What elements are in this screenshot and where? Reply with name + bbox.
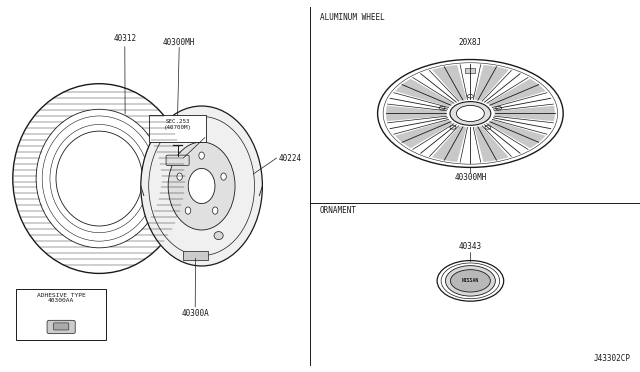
Polygon shape (474, 126, 509, 162)
Text: 40312: 40312 (113, 34, 136, 43)
Text: 40300A: 40300A (181, 309, 209, 318)
FancyBboxPatch shape (183, 251, 208, 260)
Ellipse shape (439, 106, 445, 110)
Ellipse shape (221, 173, 227, 180)
Ellipse shape (450, 102, 491, 125)
Text: J43302CP: J43302CP (593, 354, 630, 363)
Polygon shape (474, 65, 509, 101)
Polygon shape (386, 106, 447, 121)
Ellipse shape (141, 106, 262, 266)
Text: 40300AA: 40300AA (48, 298, 74, 303)
Polygon shape (488, 79, 546, 107)
Text: 20X8J: 20X8J (459, 38, 482, 46)
Ellipse shape (495, 106, 502, 110)
FancyBboxPatch shape (166, 155, 189, 166)
Text: 40343: 40343 (459, 242, 482, 251)
Ellipse shape (445, 266, 495, 296)
Ellipse shape (437, 260, 504, 301)
Text: ORNAMENT: ORNAMENT (320, 206, 357, 215)
Text: 40300MH: 40300MH (454, 173, 486, 182)
Ellipse shape (485, 126, 491, 129)
Ellipse shape (212, 207, 218, 214)
Ellipse shape (456, 105, 484, 122)
Ellipse shape (378, 60, 563, 167)
Ellipse shape (450, 126, 456, 129)
Polygon shape (395, 79, 453, 107)
Ellipse shape (56, 131, 143, 226)
FancyBboxPatch shape (16, 289, 106, 340)
Text: ADHESIVE TYPE: ADHESIVE TYPE (36, 293, 86, 298)
Text: (40700M): (40700M) (164, 125, 191, 129)
FancyBboxPatch shape (54, 323, 69, 330)
Text: 40224: 40224 (278, 154, 301, 163)
Polygon shape (432, 126, 467, 162)
Text: SEC.253: SEC.253 (165, 119, 190, 124)
Ellipse shape (168, 142, 235, 230)
Polygon shape (395, 120, 453, 148)
Text: 40300MH: 40300MH (163, 38, 195, 46)
FancyBboxPatch shape (465, 68, 476, 73)
Ellipse shape (214, 232, 223, 240)
Ellipse shape (188, 169, 215, 203)
Ellipse shape (36, 109, 163, 248)
FancyBboxPatch shape (149, 115, 206, 142)
Text: ALUMINUM WHEEL: ALUMINUM WHEEL (320, 13, 385, 22)
Ellipse shape (186, 207, 191, 214)
FancyBboxPatch shape (47, 320, 76, 334)
Polygon shape (488, 120, 546, 148)
Polygon shape (432, 65, 467, 101)
Polygon shape (494, 106, 555, 121)
Ellipse shape (451, 270, 490, 292)
Text: NISSAN: NISSAN (462, 278, 479, 283)
Ellipse shape (467, 94, 474, 98)
Ellipse shape (199, 152, 204, 159)
Ellipse shape (177, 173, 182, 180)
